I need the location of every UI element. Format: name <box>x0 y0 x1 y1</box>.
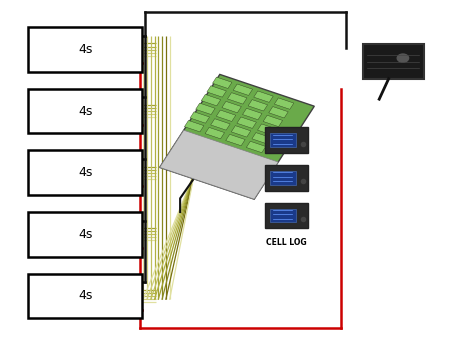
Polygon shape <box>252 133 272 144</box>
Polygon shape <box>257 124 277 135</box>
Polygon shape <box>210 119 230 130</box>
Polygon shape <box>237 117 256 128</box>
Text: 4s: 4s <box>78 289 92 302</box>
Bar <box>363 44 424 79</box>
Polygon shape <box>233 84 253 95</box>
Bar <box>270 209 296 222</box>
Polygon shape <box>205 128 225 139</box>
Text: CELL LOG: CELL LOG <box>266 238 307 247</box>
Polygon shape <box>207 86 227 97</box>
Polygon shape <box>216 110 236 121</box>
Polygon shape <box>160 130 278 199</box>
Bar <box>28 274 142 318</box>
Polygon shape <box>263 115 283 127</box>
Polygon shape <box>246 141 266 153</box>
Polygon shape <box>231 126 251 137</box>
Polygon shape <box>274 98 294 109</box>
Polygon shape <box>269 107 288 118</box>
Polygon shape <box>184 120 204 132</box>
Polygon shape <box>254 91 273 102</box>
Polygon shape <box>201 94 221 106</box>
Bar <box>28 89 142 133</box>
Polygon shape <box>226 134 245 146</box>
Polygon shape <box>243 108 262 120</box>
Polygon shape <box>228 93 247 104</box>
Polygon shape <box>160 75 314 199</box>
Text: 4s: 4s <box>78 228 92 241</box>
Bar <box>270 171 296 185</box>
Bar <box>28 212 142 256</box>
Bar <box>265 165 308 191</box>
Bar <box>265 128 308 153</box>
Bar <box>265 202 308 228</box>
Text: 4s: 4s <box>78 105 92 118</box>
Polygon shape <box>190 112 210 123</box>
Polygon shape <box>196 103 215 115</box>
Bar <box>28 150 142 195</box>
Bar <box>270 133 296 147</box>
Bar <box>28 27 142 72</box>
Polygon shape <box>248 100 268 111</box>
Circle shape <box>397 54 409 62</box>
Text: T off all
balance leads
to celllogs: T off all balance leads to celllogs <box>182 150 226 167</box>
Text: 4s: 4s <box>78 166 92 179</box>
Polygon shape <box>212 77 232 89</box>
Polygon shape <box>222 101 241 113</box>
Text: 4s: 4s <box>78 43 92 56</box>
